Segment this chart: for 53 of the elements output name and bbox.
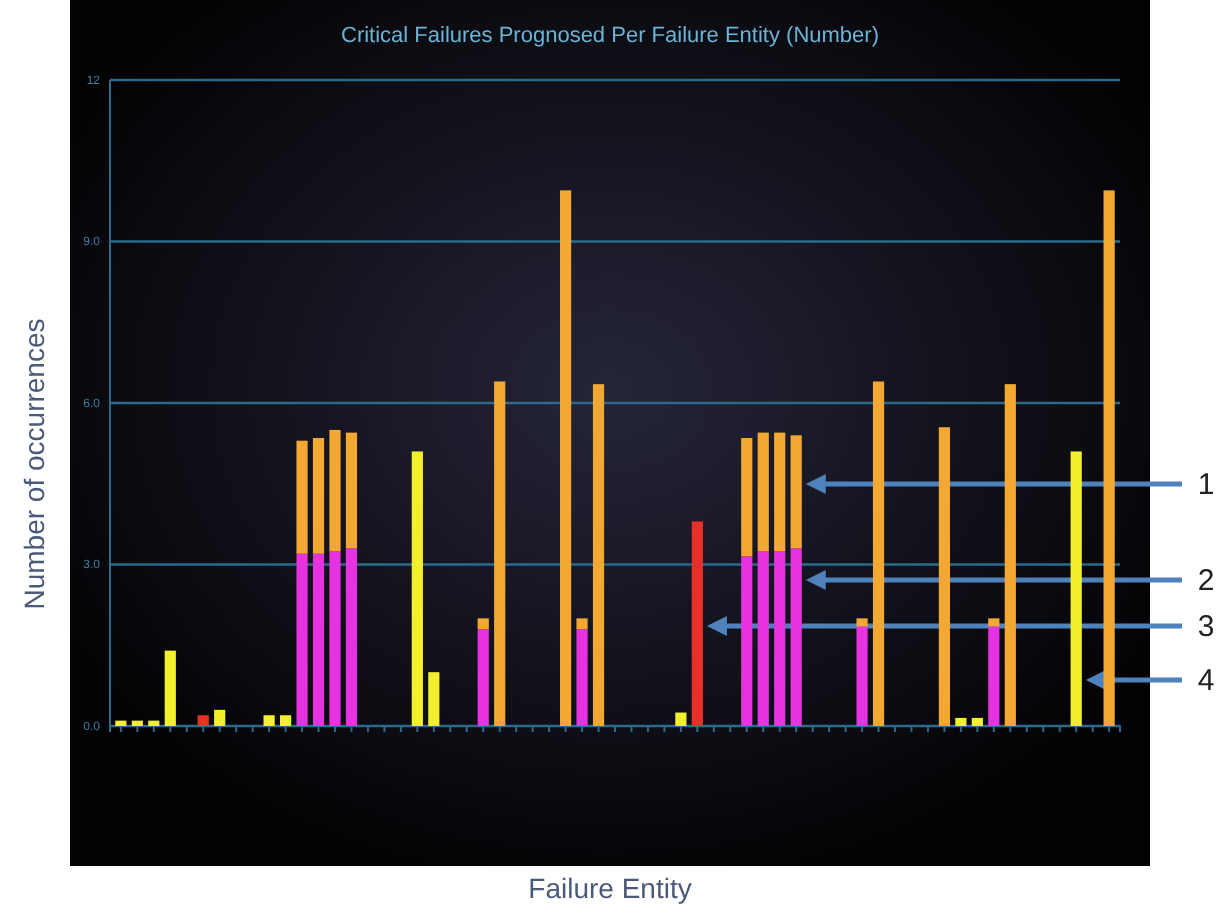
bar [741, 437, 753, 557]
bar [312, 437, 325, 554]
bar [988, 626, 1000, 726]
bar [1103, 190, 1115, 726]
bar [559, 190, 572, 726]
bar [1004, 384, 1016, 726]
x-axis-title: Failure Entity [528, 872, 692, 904]
bar [312, 553, 325, 726]
bar [576, 618, 588, 630]
bar [592, 384, 605, 726]
bar [790, 435, 802, 549]
bar [164, 650, 176, 726]
bar [955, 717, 967, 726]
bar [477, 618, 489, 630]
bar [428, 672, 440, 726]
bar [345, 548, 358, 726]
bar [988, 618, 1000, 627]
bar [741, 556, 753, 726]
text: 4 [1197, 664, 1215, 698]
bar [757, 551, 769, 726]
bar [279, 715, 292, 726]
bar [856, 626, 868, 726]
bar [494, 381, 506, 726]
y-axis-title: Number of occurrences [18, 318, 50, 610]
bar [345, 432, 358, 549]
bar [115, 720, 127, 726]
text: 1 [1197, 468, 1215, 502]
bar [576, 629, 588, 726]
bar [329, 429, 341, 552]
bar [263, 715, 275, 726]
bar [774, 551, 786, 726]
bar [214, 709, 226, 726]
text: 2 [1197, 564, 1215, 598]
bar [1070, 451, 1082, 726]
bar [296, 440, 308, 554]
bar [296, 553, 308, 726]
bar [477, 629, 489, 726]
bar [790, 548, 802, 726]
bar [131, 720, 143, 726]
bar [197, 715, 209, 726]
chart-title: Critical Failures Prognosed Per Failure Entity (Number) [341, 24, 879, 48]
bar [691, 521, 703, 726]
bar [148, 720, 160, 726]
bar [675, 712, 687, 726]
bar [856, 618, 868, 627]
bar [329, 551, 341, 726]
bar [872, 381, 885, 726]
bar [411, 451, 423, 726]
bar [971, 717, 983, 726]
bar [774, 432, 786, 552]
bar [938, 427, 951, 726]
text: 3 [1197, 610, 1215, 644]
bar [757, 432, 769, 552]
